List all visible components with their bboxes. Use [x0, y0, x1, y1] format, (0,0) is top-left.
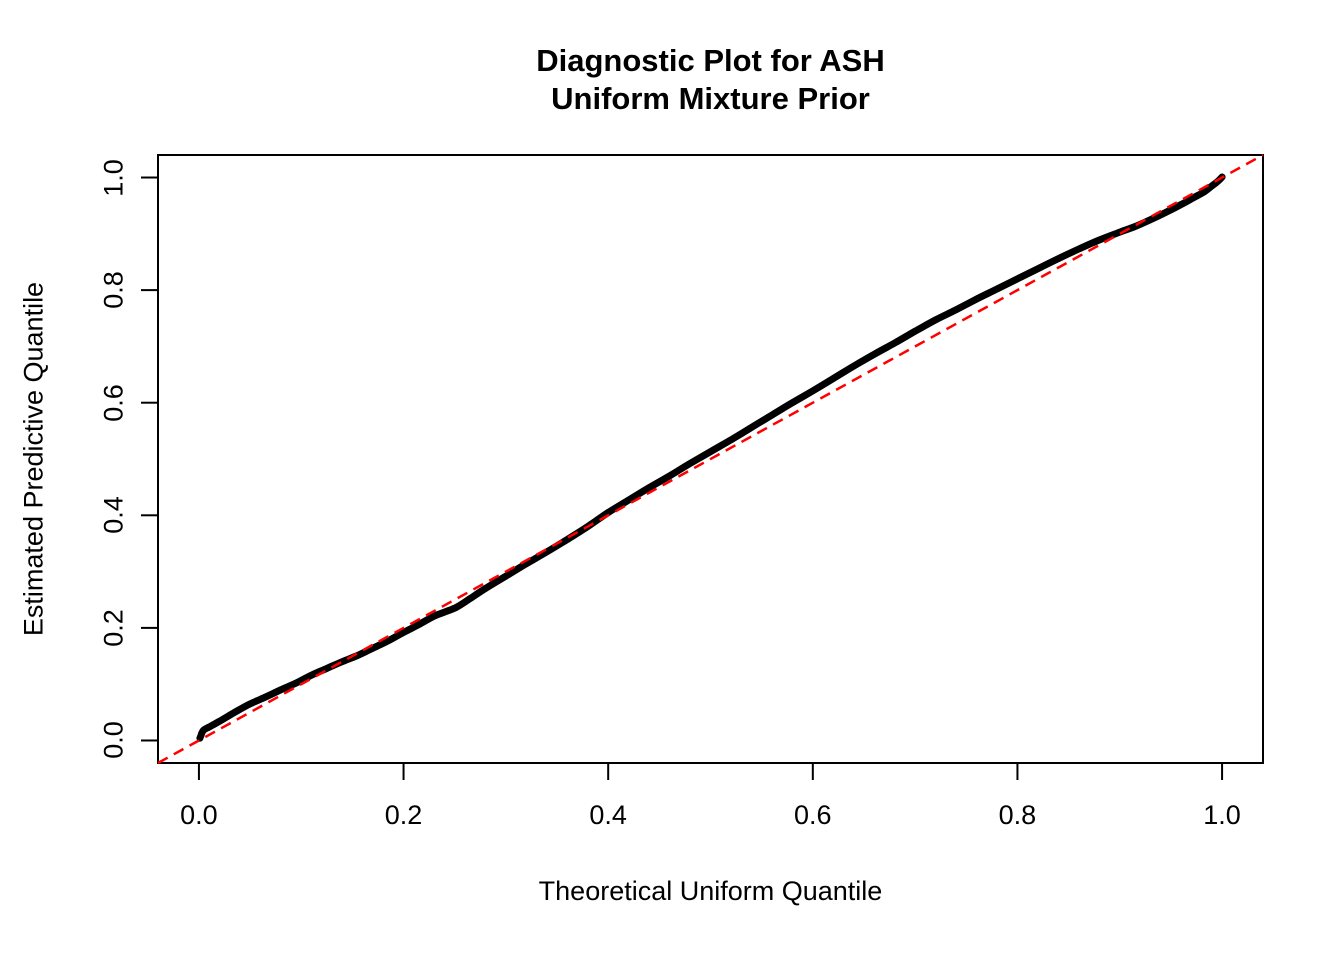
- y-axis-label: Estimated Predictive Quantile: [18, 281, 49, 637]
- y-tick-label: 0.2: [98, 609, 129, 647]
- y-tick-label: 0.8: [98, 271, 129, 309]
- chart-title-line1: Diagnostic Plot for ASH: [536, 43, 885, 78]
- plot-box: [157, 154, 1264, 764]
- x-tick-label: 1.0: [1203, 800, 1241, 830]
- x-tick-label: 0.8: [998, 800, 1037, 830]
- y-tick-label: 0.6: [98, 383, 129, 422]
- y-tick-label: 1.0: [98, 158, 129, 197]
- x-tick-label: 0.6: [794, 800, 832, 830]
- x-tick-label: 0.4: [589, 800, 627, 830]
- chart-title-line2: Uniform Mixture Prior: [551, 81, 870, 116]
- x-tick-label: 0.2: [384, 800, 423, 830]
- y-tick-label: 0.4: [98, 496, 129, 535]
- x-axis-label: Theoretical Uniform Quantile: [538, 876, 883, 906]
- estimated-predictive-quantile-curve: [196, 173, 1226, 742]
- chart-title: Diagnostic Plot for ASH Uniform Mixture …: [158, 42, 1263, 118]
- x-tick-label: 0.0: [180, 800, 218, 830]
- y-tick-label: 0.0: [98, 721, 129, 760]
- reference-diagonal: [157, 153, 1264, 765]
